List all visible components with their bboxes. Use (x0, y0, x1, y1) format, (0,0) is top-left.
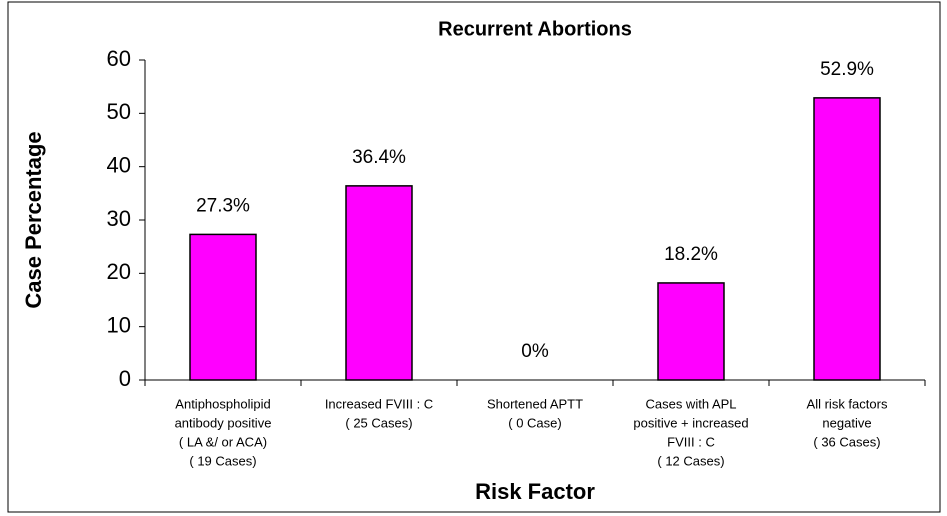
x-tick-label: ( LA &/ or ACA) (179, 434, 267, 449)
chart-title: Recurrent Abortions (438, 18, 632, 40)
x-tick-label: ( 12 Cases) (657, 453, 724, 468)
x-tick-label: ( 25 Cases) (345, 415, 412, 430)
value-label: 18.2% (664, 244, 718, 265)
x-axis-title: Risk Factor (475, 479, 595, 504)
x-tick-label: Shortened APTT (487, 396, 583, 411)
y-tick-label: 0 (119, 366, 131, 391)
value-label: 27.3% (196, 195, 250, 216)
y-tick-label: 60 (107, 46, 131, 71)
bar (657, 282, 725, 381)
y-tick-label: 10 (107, 312, 131, 337)
bar (345, 185, 413, 381)
bar (189, 233, 257, 381)
chart-frame (7, 1, 941, 513)
x-tick-label: Cases with APL (645, 396, 736, 411)
value-label: 36.4% (352, 147, 406, 168)
x-tick-label: ( 0 Case) (508, 415, 561, 430)
y-axis-title: Case Percentage (21, 131, 46, 308)
x-tick-label: Increased FVIII : C (325, 396, 433, 411)
y-tick-label: 20 (107, 259, 131, 284)
x-tick-label: All risk factors (807, 396, 888, 411)
x-tick-label: positive + increased (633, 415, 748, 430)
x-tick-label: negative (822, 415, 871, 430)
y-tick-label: 40 (107, 152, 131, 177)
x-tick-label: Antiphospholipid (175, 396, 270, 411)
bar (813, 97, 881, 381)
x-tick-label: ( 36 Cases) (813, 434, 880, 449)
value-label: 0% (521, 341, 549, 362)
y-tick-label: 50 (107, 99, 131, 124)
x-tick-label: FVIII : C (667, 434, 715, 449)
value-label: 52.9% (820, 59, 874, 80)
y-tick-label: 30 (107, 206, 131, 231)
x-tick-label: ( 19 Cases) (189, 453, 256, 468)
x-tick-label: antibody positive (175, 415, 272, 430)
